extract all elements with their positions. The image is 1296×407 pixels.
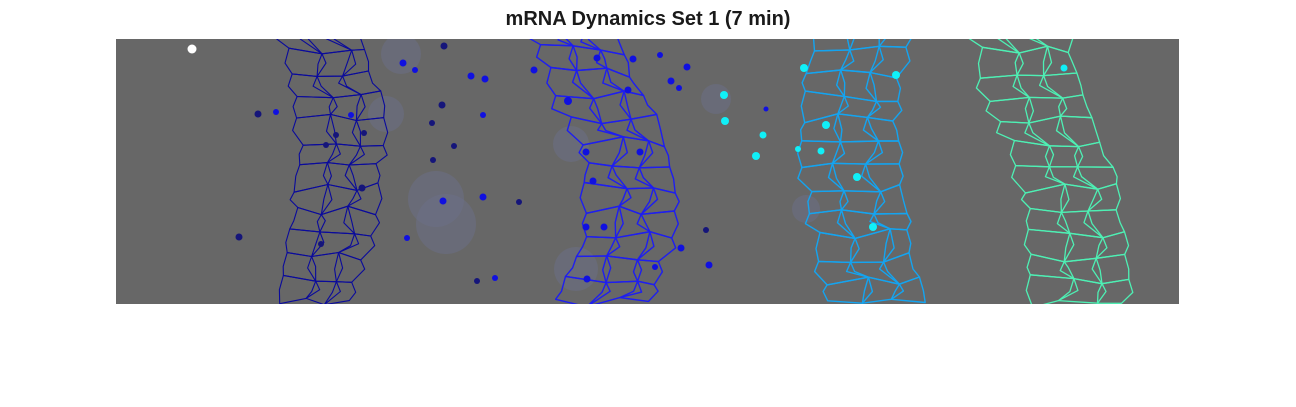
diffuse-signal: [701, 84, 731, 114]
mrna-spot-layer: [187, 42, 1068, 284]
mrna-spot: [800, 64, 808, 72]
mrna-spot: [589, 177, 597, 185]
mrna-spot: [583, 275, 591, 283]
mrna-spot: [440, 42, 448, 50]
mrna-spot: [404, 235, 410, 241]
cell-mesh-2: [529, 39, 680, 304]
mrna-spot: [892, 71, 900, 79]
mrna-spot: [481, 75, 489, 83]
diffuse-signal: [381, 39, 421, 74]
cell-outline: [1096, 278, 1134, 304]
mrna-spot: [869, 223, 877, 231]
mrna-spot: [323, 142, 329, 148]
mrna-spot: [492, 275, 498, 281]
cell-outline: [324, 281, 357, 304]
mrna-spot: [333, 132, 339, 138]
mrna-spot: [652, 264, 658, 270]
mrna-spot: [795, 146, 801, 152]
mrna-spot: [564, 97, 572, 105]
cell-mesh-3: [797, 39, 926, 304]
mrna-spot: [429, 120, 435, 126]
cell-mesh-4: [968, 39, 1134, 304]
mrna-spot: [721, 117, 729, 125]
mrna-spot: [703, 227, 709, 233]
mrna-spot: [593, 54, 601, 62]
mrna-spot: [318, 241, 324, 247]
mrna-spot: [720, 91, 728, 99]
mrna-spot: [361, 130, 367, 136]
mrna-spot: [600, 223, 608, 231]
mrna-spot: [530, 66, 538, 74]
cell-outline-layer: [276, 39, 1134, 304]
mrna-spot: [657, 52, 663, 58]
mrna-spot: [676, 85, 682, 91]
mrna-spot: [467, 72, 475, 80]
mrna-spot: [636, 148, 644, 156]
mrna-spot: [439, 197, 447, 205]
mrna-spot: [399, 59, 407, 67]
mrna-spot: [273, 109, 279, 115]
mrna-spot: [438, 101, 446, 109]
mrna-spot: [358, 184, 366, 192]
mrna-spot: [430, 157, 436, 163]
mrna-spot: [474, 278, 480, 284]
diffuse-signal: [792, 195, 820, 223]
diffuse-signal: [554, 247, 598, 291]
mrna-spot: [683, 63, 691, 71]
mrna-spot: [705, 261, 713, 269]
mrna-spot: [451, 143, 457, 149]
mrna-spot: [479, 193, 487, 201]
diffuse-signal: [416, 194, 476, 254]
cell-outline: [890, 276, 926, 304]
mrna-spot: [752, 152, 760, 160]
mrna-spot: [412, 67, 418, 73]
mrna-spot: [763, 106, 769, 112]
mrna-spot: [582, 223, 590, 231]
mrna-spot: [516, 199, 522, 205]
mrna-spot: [667, 77, 675, 85]
mrna-spot: [817, 147, 825, 155]
mrna-spot: [759, 131, 767, 139]
mrna-spot: [480, 112, 486, 118]
cell-mesh-1: [276, 39, 389, 304]
mrna-spot: [677, 244, 685, 252]
cell-outline: [619, 280, 659, 303]
mrna-spot: [254, 110, 262, 118]
mrna-spot: [235, 233, 243, 241]
diffuse-signal: [368, 96, 404, 132]
mrna-spot: [1060, 64, 1068, 72]
mrna-spot: [853, 173, 861, 181]
mrna-spot: [624, 86, 632, 94]
mrna-spot: [187, 44, 197, 54]
mrna-spot: [822, 121, 830, 129]
panel-background: [116, 39, 1179, 304]
mrna-spot: [629, 55, 637, 63]
mrna-spot: [348, 112, 354, 118]
tissue-image: [116, 39, 1179, 304]
microscopy-panel: [116, 39, 1179, 304]
figure-title: mRNA Dynamics Set 1 (7 min): [505, 8, 791, 30]
mrna-spot: [582, 148, 590, 156]
